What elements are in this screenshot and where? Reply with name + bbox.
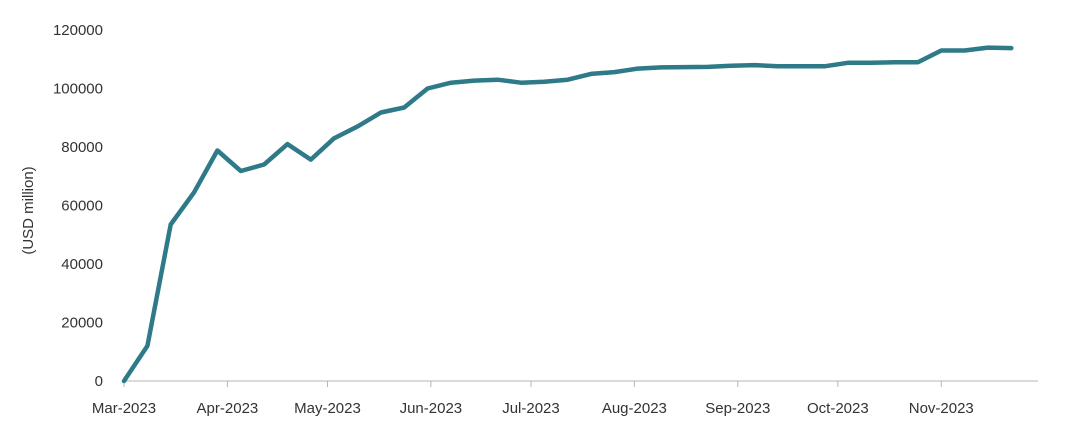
y-axis-title: (USD million) (20, 166, 37, 254)
x-tick-label: May-2023 (294, 400, 361, 417)
series-line (121, 45, 1014, 384)
x-tick-label: Apr-2023 (197, 400, 259, 417)
y-tick-label: 100000 (53, 81, 103, 98)
y-tick-label: 60000 (61, 198, 103, 215)
x-tick-label: Mar-2023 (92, 400, 156, 417)
x-axis: Mar-2023 Apr-2023 May-2023 Jun-2023 Jul-2023… (92, 380, 1038, 417)
x-tick-label: Oct-2023 (807, 400, 869, 417)
x-tick-label: Jul-2023 (502, 400, 560, 417)
series-layer (121, 45, 1014, 384)
x-tick-label: Nov-2023 (909, 400, 974, 417)
x-tick-label: Sep-2023 (705, 400, 770, 417)
x-tick-label: Aug-2023 (602, 400, 667, 417)
x-tick-label: Jun-2023 (400, 400, 463, 417)
y-tick-label: 80000 (61, 139, 103, 156)
y-tick-label: 120000 (53, 22, 103, 39)
y-tick-label: 40000 (61, 256, 103, 273)
y-tick-label: 0 (95, 373, 103, 390)
y-tick-label: 20000 (61, 315, 103, 332)
y-axis: 0 20000 40000 60000 80000 100000 120000 (53, 22, 103, 390)
